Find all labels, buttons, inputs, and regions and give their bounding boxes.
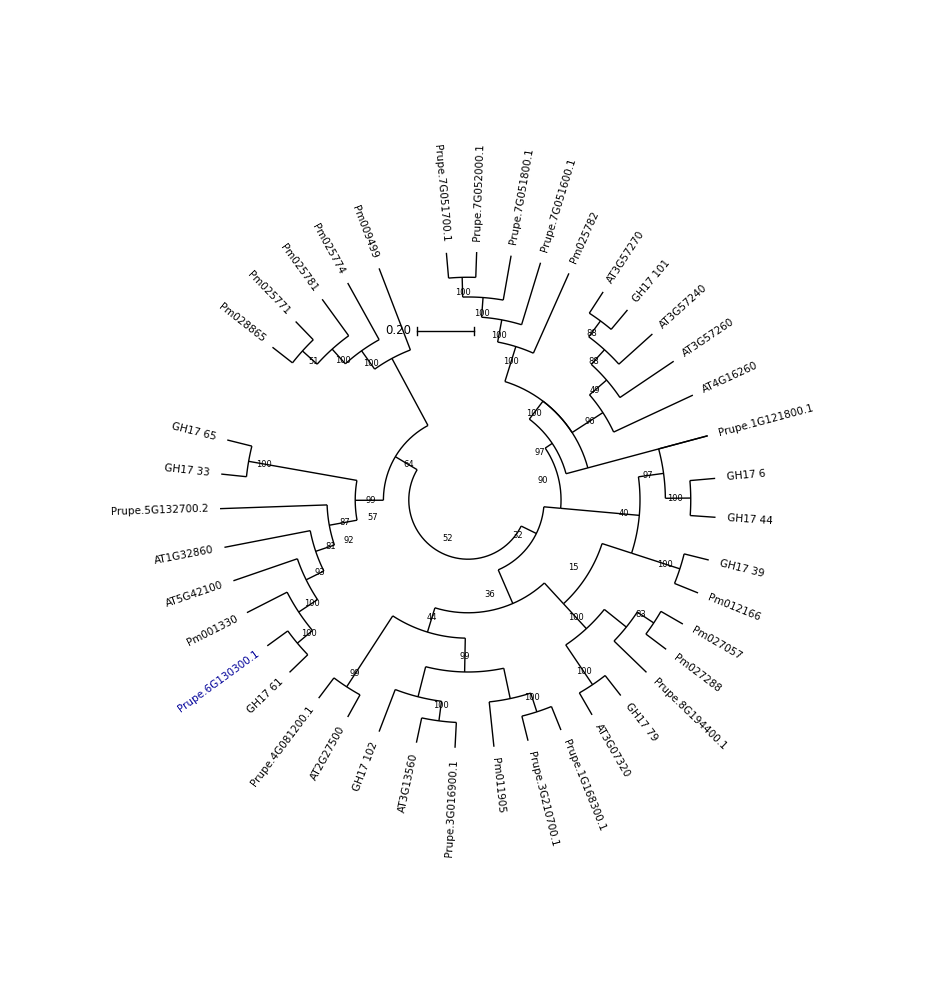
- Text: Pm011905: Pm011905: [490, 757, 506, 814]
- Text: 32: 32: [512, 531, 522, 540]
- Text: 100: 100: [491, 331, 506, 340]
- Text: Prupe.1G168300.1: Prupe.1G168300.1: [561, 739, 607, 833]
- Text: 49: 49: [590, 386, 600, 395]
- Text: Prupe.3G016900.1: Prupe.3G016900.1: [445, 759, 460, 857]
- Text: 100: 100: [256, 460, 271, 469]
- Text: Pm025782: Pm025782: [569, 210, 601, 265]
- Text: 100: 100: [526, 409, 542, 418]
- Text: 97: 97: [534, 448, 545, 457]
- Text: 40: 40: [619, 509, 629, 518]
- Text: Prupe.7G051600.1: Prupe.7G051600.1: [539, 157, 578, 253]
- Text: 100: 100: [304, 599, 319, 608]
- Text: AT3G13560: AT3G13560: [397, 753, 419, 814]
- Text: GH17 39: GH17 39: [719, 558, 765, 579]
- Text: AT5G42100: AT5G42100: [164, 580, 225, 609]
- Text: 100: 100: [455, 288, 471, 297]
- Text: 83: 83: [636, 610, 646, 619]
- Text: GH17 33: GH17 33: [164, 463, 211, 478]
- Text: 44: 44: [427, 613, 437, 622]
- Text: 100: 100: [433, 701, 449, 710]
- Text: 100: 100: [524, 693, 540, 702]
- Text: Pm025771: Pm025771: [245, 270, 291, 317]
- Text: 92: 92: [344, 536, 355, 545]
- Text: Prupe.1G121800.1: Prupe.1G121800.1: [717, 403, 814, 438]
- Text: 100: 100: [667, 494, 683, 503]
- Text: Pm009499: Pm009499: [350, 204, 380, 260]
- Text: 100: 100: [657, 560, 673, 569]
- Text: Pm025774: Pm025774: [311, 222, 346, 276]
- Text: Prupe.6G130300.1: Prupe.6G130300.1: [176, 648, 261, 714]
- Text: 57: 57: [367, 513, 377, 522]
- Text: 36: 36: [484, 590, 495, 599]
- Text: Prupe.3G210700.1: Prupe.3G210700.1: [526, 750, 559, 848]
- Text: 64: 64: [403, 460, 414, 469]
- Text: Prupe.7G051800.1: Prupe.7G051800.1: [508, 148, 534, 245]
- Text: GH17 6: GH17 6: [726, 469, 766, 482]
- Text: 96: 96: [585, 417, 595, 426]
- Text: 88: 88: [586, 329, 596, 338]
- Text: 100: 100: [474, 309, 490, 318]
- Text: GH17 44: GH17 44: [726, 513, 772, 526]
- Text: Pm028865: Pm028865: [216, 302, 267, 344]
- Text: Pm001330: Pm001330: [185, 613, 239, 648]
- Text: 52: 52: [442, 534, 452, 543]
- Text: 15: 15: [568, 563, 578, 572]
- Text: 51: 51: [309, 357, 319, 366]
- Text: AT3G57240: AT3G57240: [657, 282, 709, 330]
- Text: 99: 99: [460, 652, 470, 661]
- Text: 99: 99: [365, 496, 376, 505]
- Text: Pm027057: Pm027057: [690, 625, 743, 662]
- Text: GH17 102: GH17 102: [352, 740, 380, 793]
- Text: Prupe.7G051700.1: Prupe.7G051700.1: [431, 144, 450, 242]
- Text: GH17 79: GH17 79: [623, 701, 660, 743]
- Text: 99: 99: [350, 669, 360, 678]
- Text: Prupe.8G194400.1: Prupe.8G194400.1: [651, 677, 728, 752]
- Text: Prupe.4G081200.1: Prupe.4G081200.1: [249, 704, 315, 788]
- Text: 97: 97: [643, 471, 653, 480]
- Text: 0.20: 0.20: [386, 324, 412, 337]
- Text: AT3G57260: AT3G57260: [680, 317, 736, 359]
- Text: AT1G32860: AT1G32860: [154, 545, 214, 566]
- Text: 100: 100: [363, 359, 378, 368]
- Text: Prupe.5G132700.2: Prupe.5G132700.2: [110, 504, 209, 517]
- Text: 87: 87: [339, 518, 350, 527]
- Text: GH17 61: GH17 61: [245, 677, 285, 715]
- Text: 88: 88: [589, 357, 599, 366]
- Text: Pm027288: Pm027288: [672, 652, 723, 694]
- Text: GH17 65: GH17 65: [171, 421, 217, 442]
- Text: 100: 100: [335, 356, 350, 365]
- Text: Prupe.7G052000.1: Prupe.7G052000.1: [472, 143, 486, 241]
- Text: 100: 100: [568, 613, 584, 622]
- Text: GH17 101: GH17 101: [631, 258, 672, 305]
- Text: AT3G07320: AT3G07320: [593, 722, 632, 779]
- Text: Pm012166: Pm012166: [707, 593, 762, 623]
- Text: AT2G27500: AT2G27500: [309, 724, 346, 782]
- Text: AT3G57270: AT3G57270: [605, 229, 647, 285]
- Text: 93: 93: [314, 568, 326, 577]
- Text: Pm025781: Pm025781: [279, 242, 319, 293]
- Text: 100: 100: [301, 629, 317, 638]
- Text: 100: 100: [504, 357, 519, 366]
- Text: 100: 100: [576, 667, 592, 676]
- Text: AT4G16260: AT4G16260: [701, 360, 760, 395]
- Text: 81: 81: [325, 542, 336, 551]
- Text: 90: 90: [538, 476, 548, 485]
